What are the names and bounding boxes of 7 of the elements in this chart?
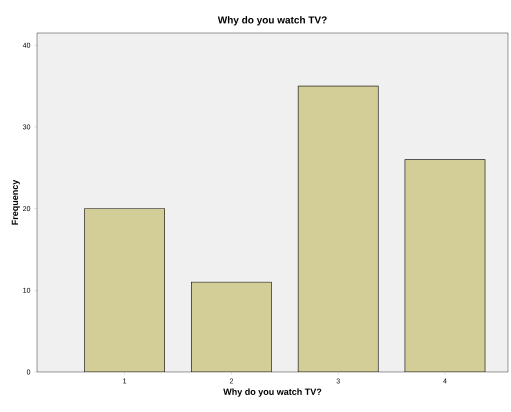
chart-title: Why do you watch TV? xyxy=(218,16,327,26)
x-axis-title: Why do you watch TV? xyxy=(223,388,322,397)
bar xyxy=(298,86,378,372)
bar xyxy=(191,282,272,372)
bar xyxy=(404,159,486,372)
y-axis-title: Frequency xyxy=(12,180,20,225)
bar xyxy=(84,208,165,372)
